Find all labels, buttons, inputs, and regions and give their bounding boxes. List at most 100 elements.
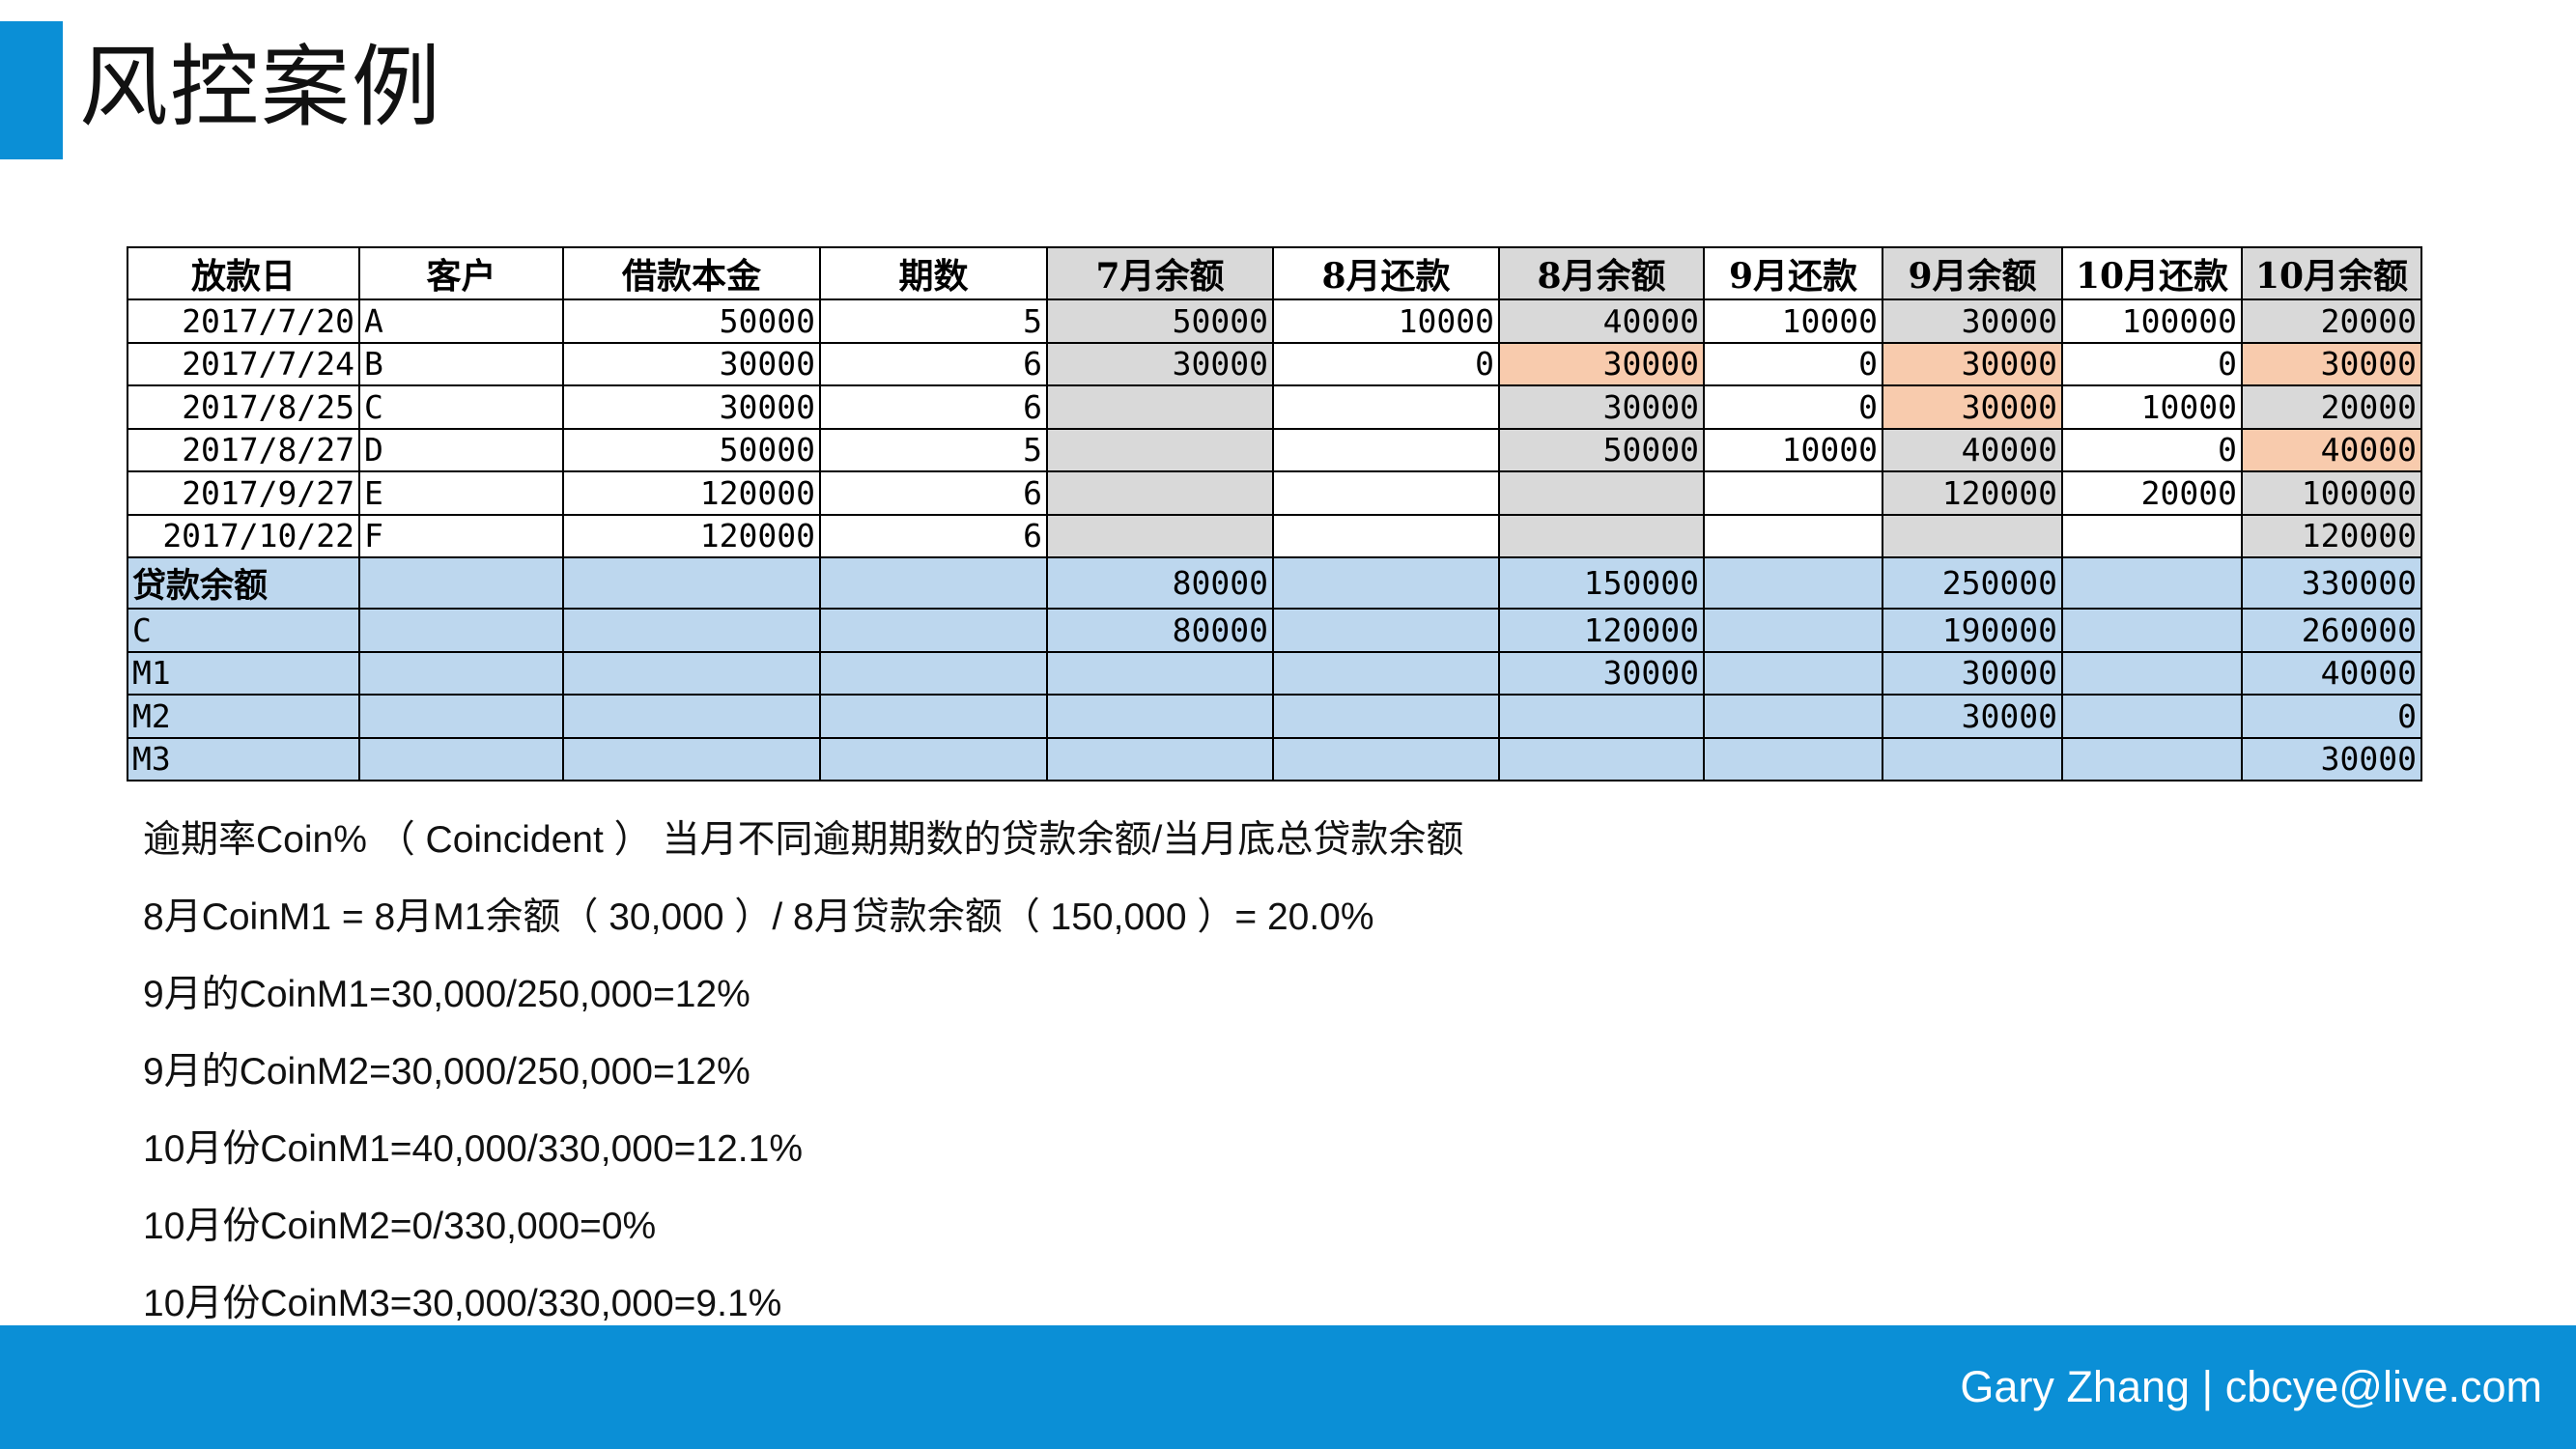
table-cell: 80000 [1046,556,1274,610]
note-line: 10月份CoinM1=40,000/330,000=12.1% [143,1128,803,1170]
table-cell: 6 [819,384,1048,430]
summary-row: 贷款余额 80000 150000 250000 330000 [127,556,2422,610]
table-cell: 150000 [1498,556,1705,610]
table-cell: 30000 [1046,341,1274,386]
table-cell: 120000 [562,513,821,558]
table-cell: 30000 [1882,298,2063,344]
table-cell: 10000 [1272,298,1500,344]
table-cell [1046,384,1274,430]
header-cell: 10月余额 [2241,246,2422,300]
summary-label: M3 [127,736,360,781]
table-cell [2061,608,2243,653]
table-cell: 40000 [1498,298,1705,344]
table-cell: 30000 [1498,650,1705,696]
table-cell [358,736,564,781]
note-line: 9月的CoinM1=30,000/250,000=12% [143,974,750,1015]
table-cell: 120000 [562,470,821,516]
header-cell: 放款日 [127,246,360,300]
table-cell: 120000 [2241,513,2422,558]
header-cell: 9月还款 [1703,246,1883,300]
table-cell: 120000 [1498,608,1705,653]
table-cell: 50000 [1046,298,1274,344]
table-cell: 30000 [1882,694,2063,739]
table-cell: 0 [1703,341,1883,386]
table-cell: 10000 [1703,298,1883,344]
table-cell: 30000 [562,341,821,386]
table-cell [1272,736,1500,781]
table-cell [819,650,1048,696]
table-cell [1703,650,1883,696]
table-row: 2017/10/22 F 120000 6 120000 [127,513,2422,558]
table-cell [819,736,1048,781]
table-cell [2061,513,2243,558]
table-cell [1882,736,2063,781]
table-cell: F [358,513,564,558]
table-cell: 40000 [1882,427,2063,472]
table-cell: E [358,470,564,516]
table-cell: 0 [2061,427,2243,472]
summary-row: M3 30000 [127,736,2422,781]
summary-label: M1 [127,650,360,696]
table-cell [1272,513,1500,558]
table-cell: 20000 [2061,470,2243,516]
table-cell [1046,650,1274,696]
table-cell: 330000 [2241,556,2422,610]
summary-label: M2 [127,694,360,739]
table-cell [2061,556,2243,610]
table-cell [1046,470,1274,516]
note-line: 10月份CoinM2=0/330,000=0% [143,1206,657,1247]
header-cell: 8月还款 [1272,246,1500,300]
table-cell [358,608,564,653]
footer-bar: Gary Zhang | cbcye@live.com [0,1325,2576,1449]
header-cell: 8月余额 [1498,246,1705,300]
summary-row: M1 30000 30000 40000 [127,650,2422,696]
table-cell: 30000 [562,384,821,430]
table-cell: B [358,341,564,386]
table-cell [1498,736,1705,781]
table-cell [819,608,1048,653]
header-cell: 7月余额 [1046,246,1274,300]
table-cell [1703,513,1883,558]
header-cell: 客户 [358,246,564,300]
table-cell: C [358,384,564,430]
table-cell: 0 [1272,341,1500,386]
table-cell [2061,650,2243,696]
table-cell [819,694,1048,739]
table-cell [819,556,1048,610]
table-cell: 2017/9/27 [127,470,359,516]
table-cell [562,608,821,653]
table-cell [1272,608,1500,653]
table-cell: 0 [1703,384,1883,430]
table-cell: 2017/8/25 [127,384,359,430]
table-cell [2061,694,2243,739]
table-cell [562,736,821,781]
risk-control-table: 放款日 客户 借款本金 期数 7月余额 8月还款 8月余额 9月还款 9月余额 … [127,246,2422,781]
table-cell [1498,694,1705,739]
table-cell-highlight: 40000 [2241,427,2422,472]
footer-credit: Gary Zhang | cbcye@live.com [1960,1362,2542,1411]
table-cell: 2017/8/27 [127,427,359,472]
table-row: 2017/7/20 A 50000 5 50000 10000 40000 10… [127,298,2422,344]
table-cell [1046,427,1274,472]
table-cell-highlight: 30000 [2241,341,2422,386]
table-cell [1046,513,1274,558]
table-cell: 2017/10/22 [127,513,359,558]
table-cell [1498,513,1705,558]
table-cell: 2017/7/24 [127,341,359,386]
table-cell: 30000 [1882,650,2063,696]
table-cell [1272,427,1500,472]
table-cell-highlight: 30000 [1498,341,1705,386]
table-cell [562,650,821,696]
table-cell: 20000 [2241,298,2422,344]
table-cell [1272,556,1500,610]
header-cell: 期数 [819,246,1048,300]
table-cell: 5 [819,427,1048,472]
table-cell [2061,736,2243,781]
table-cell [358,694,564,739]
table-row: 2017/9/27 E 120000 6 120000 20000 100000 [127,470,2422,516]
table-cell: A [358,298,564,344]
summary-label: 贷款余额 [127,556,360,610]
table-cell: 260000 [2241,608,2422,653]
table-cell: 120000 [1882,470,2063,516]
table-cell: 6 [819,341,1048,386]
